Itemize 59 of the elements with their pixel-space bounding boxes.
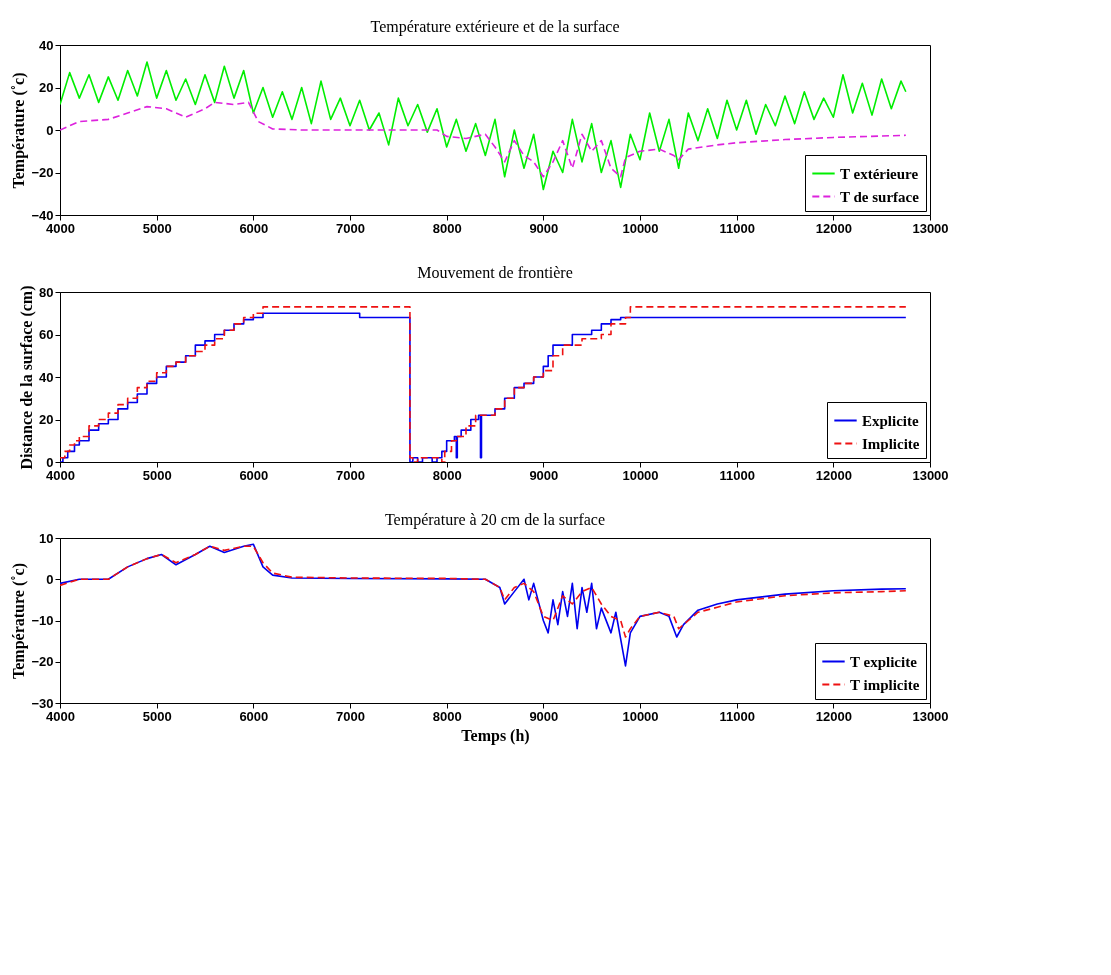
x-tick-label: 5000: [142, 220, 172, 236]
legend-label: T extérieure: [840, 165, 919, 182]
y-tick-label: 40: [39, 37, 54, 53]
x-tick-label: 5000: [142, 467, 172, 483]
x-tick-label: 12000: [815, 220, 852, 236]
y-tick-label: −20: [31, 165, 54, 180]
x-tick-label: 9000: [529, 220, 559, 236]
legend-label: Implicite: [862, 435, 920, 452]
chart-title: Température extérieure et de la surface: [370, 18, 620, 36]
x-tick-label: 9000: [529, 467, 559, 483]
x-tick-label: 12000: [815, 708, 852, 724]
y-tick-label: 0: [46, 571, 54, 587]
x-tick-label: 7000: [336, 708, 365, 724]
x-tick-label: 8000: [432, 220, 462, 236]
x-tick-label: 7000: [336, 467, 365, 483]
y-axis-title: Distance de la surface (cm): [18, 285, 37, 470]
y-tick-label: 10: [39, 530, 54, 546]
x-tick-label: 12000: [815, 467, 852, 483]
x-axis-title: Temps (h): [461, 726, 530, 745]
x-tick-label: 13000: [912, 708, 949, 724]
x-tick-label: 8000: [432, 708, 462, 724]
x-tick-label: 13000: [912, 467, 949, 483]
x-tick-label: 4000: [46, 220, 75, 236]
x-tick-label: 13000: [912, 220, 949, 236]
x-tick-label: 10000: [622, 467, 659, 483]
x-tick-label: 8000: [432, 467, 462, 483]
y-tick-label: −10: [31, 613, 54, 628]
x-tick-label: 6000: [239, 708, 269, 724]
x-tick-label: 5000: [142, 708, 172, 724]
x-tick-label: 10000: [622, 708, 659, 724]
y-tick-label: 80: [39, 284, 54, 300]
y-tick-label: −40: [31, 207, 54, 223]
x-tick-label: 10000: [622, 220, 659, 236]
x-tick-label: 4000: [46, 467, 75, 483]
y-axis-title: Température (˚c): [10, 72, 29, 189]
y-tick-label: −30: [31, 695, 54, 711]
x-tick-label: 11000: [719, 708, 755, 724]
x-tick-label: 11000: [719, 467, 755, 483]
chart-title: Température à 20 cm de la surface: [384, 511, 606, 529]
y-tick-label: 60: [39, 327, 54, 342]
y-tick-label: 0: [46, 454, 54, 470]
x-tick-label: 11000: [719, 220, 755, 236]
y-tick-label: 0: [46, 122, 54, 138]
legend-label: T de surface: [840, 188, 920, 205]
x-tick-label: 4000: [46, 708, 75, 724]
legend-label: Explicite: [862, 412, 919, 429]
x-tick-label: 7000: [336, 220, 365, 236]
y-tick-label: 20: [39, 80, 54, 95]
chart-title: Mouvement de frontière: [417, 264, 573, 282]
line-series: [60, 545, 907, 638]
y-tick-label: 20: [39, 412, 54, 427]
x-tick-label: 6000: [239, 220, 269, 236]
legend-label: T explicite: [850, 653, 918, 670]
y-axis-title: Température (˚c): [10, 563, 29, 679]
x-tick-label: 6000: [239, 467, 269, 483]
y-tick-label: 40: [39, 369, 54, 385]
y-tick-label: −20: [31, 654, 54, 670]
legend-label: T implicite: [850, 676, 920, 693]
x-tick-label: 9000: [529, 708, 559, 724]
